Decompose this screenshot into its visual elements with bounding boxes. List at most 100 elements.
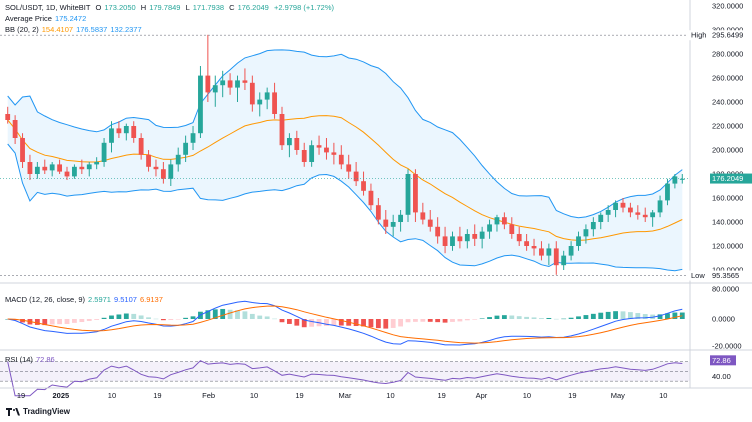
candle[interactable] <box>190 126 196 150</box>
candle[interactable] <box>235 75 240 102</box>
candle[interactable] <box>242 68 248 90</box>
candle[interactable] <box>42 159 48 174</box>
candle[interactable] <box>479 226 485 249</box>
candle[interactable] <box>123 123 129 141</box>
candle[interactable] <box>64 166 70 180</box>
candle[interactable] <box>57 159 63 174</box>
candle[interactable] <box>5 106 11 124</box>
candle[interactable] <box>427 210 433 232</box>
candle[interactable] <box>642 207 648 222</box>
candle[interactable] <box>116 121 122 138</box>
candle[interactable] <box>131 121 137 143</box>
candle[interactable] <box>494 214 500 232</box>
candle[interactable] <box>309 140 315 167</box>
macd-pane[interactable] <box>5 300 685 346</box>
candle[interactable] <box>420 202 426 225</box>
candle[interactable] <box>94 157 100 170</box>
price-pane[interactable] <box>0 34 690 276</box>
candle[interactable] <box>435 217 441 244</box>
candle[interactable] <box>531 238 537 256</box>
candle[interactable] <box>398 210 404 232</box>
candle[interactable] <box>175 147 181 172</box>
candle[interactable] <box>324 138 329 160</box>
candle[interactable] <box>390 214 396 237</box>
candle[interactable] <box>227 73 233 95</box>
candle[interactable] <box>472 224 478 246</box>
candle[interactable] <box>146 150 151 172</box>
candle[interactable] <box>590 217 596 237</box>
rsi-pane[interactable] <box>0 360 690 397</box>
candle[interactable] <box>257 92 263 117</box>
macd-signal-line[interactable] <box>7 305 683 344</box>
candle[interactable] <box>279 106 285 150</box>
candle[interactable] <box>160 162 166 184</box>
low-price-tag[interactable]: Low 95.3565 <box>688 270 752 281</box>
rsi-line[interactable] <box>7 360 683 397</box>
candle[interactable] <box>101 138 107 167</box>
candle[interactable] <box>620 198 626 213</box>
candle[interactable] <box>457 226 463 249</box>
candle[interactable] <box>12 115 18 144</box>
candle[interactable] <box>198 66 203 138</box>
candle[interactable] <box>20 133 25 168</box>
macd-line[interactable] <box>7 300 683 346</box>
candle[interactable] <box>316 135 322 155</box>
candle[interactable] <box>598 212 604 230</box>
bb-upper-line[interactable] <box>7 49 683 219</box>
candle[interactable] <box>109 121 114 153</box>
candle[interactable] <box>413 169 418 222</box>
candle[interactable] <box>286 133 292 158</box>
tradingview-logo[interactable]: TradingView <box>6 407 70 416</box>
high-price-tag[interactable]: High 295.6499 <box>688 30 752 41</box>
candle[interactable] <box>679 174 685 184</box>
candle[interactable] <box>635 205 641 220</box>
bb-legend[interactable]: BB (20, 2) 154.4107 176.5837 132.2377 <box>5 25 142 34</box>
candle[interactable] <box>650 210 656 227</box>
candle[interactable] <box>361 171 366 196</box>
candle[interactable] <box>212 75 218 107</box>
candle[interactable] <box>183 135 189 162</box>
candle[interactable] <box>346 154 352 179</box>
last-price-tag[interactable]: 176.2049 <box>710 173 752 184</box>
candle[interactable] <box>375 198 381 225</box>
symbol-line[interactable]: SOL/USDT, 1D, WhiteBIT <box>5 3 91 12</box>
candle[interactable] <box>220 70 226 98</box>
candle[interactable] <box>49 162 55 177</box>
macd-legend[interactable]: MACD (12, 26, close, 9) 2.5971 9.5107 6.913… <box>5 295 163 304</box>
candle[interactable] <box>264 87 270 110</box>
candle[interactable] <box>138 133 144 160</box>
candle[interactable] <box>368 183 374 210</box>
candle[interactable] <box>657 195 663 218</box>
candle[interactable] <box>539 241 544 261</box>
candle[interactable] <box>576 231 581 251</box>
candle[interactable] <box>568 241 574 261</box>
candle[interactable] <box>34 162 40 179</box>
candle[interactable] <box>353 162 359 186</box>
candle[interactable] <box>442 226 448 254</box>
candle[interactable] <box>672 174 678 189</box>
candle[interactable] <box>487 219 492 239</box>
bb-middle-line[interactable] <box>7 115 683 241</box>
candle[interactable] <box>613 200 618 218</box>
candle[interactable] <box>294 130 300 155</box>
candle[interactable] <box>524 234 530 251</box>
candle[interactable] <box>86 162 92 177</box>
candle[interactable] <box>27 154 33 180</box>
candle[interactable] <box>553 241 559 275</box>
candle[interactable] <box>205 34 211 102</box>
candle[interactable] <box>249 75 255 112</box>
candle[interactable] <box>79 159 85 174</box>
candle[interactable] <box>331 142 337 165</box>
avg-price-legend[interactable]: Average Price 175.2472 <box>5 14 87 23</box>
bb-lower-line[interactable] <box>7 143 683 272</box>
candle[interactable] <box>272 82 277 119</box>
candle[interactable] <box>168 159 174 186</box>
candle[interactable] <box>583 224 589 244</box>
candle[interactable] <box>546 243 552 266</box>
candle[interactable] <box>665 178 670 206</box>
candle[interactable] <box>450 231 455 251</box>
candle[interactable] <box>605 205 611 222</box>
candle[interactable] <box>338 145 344 170</box>
candle[interactable] <box>383 210 389 234</box>
